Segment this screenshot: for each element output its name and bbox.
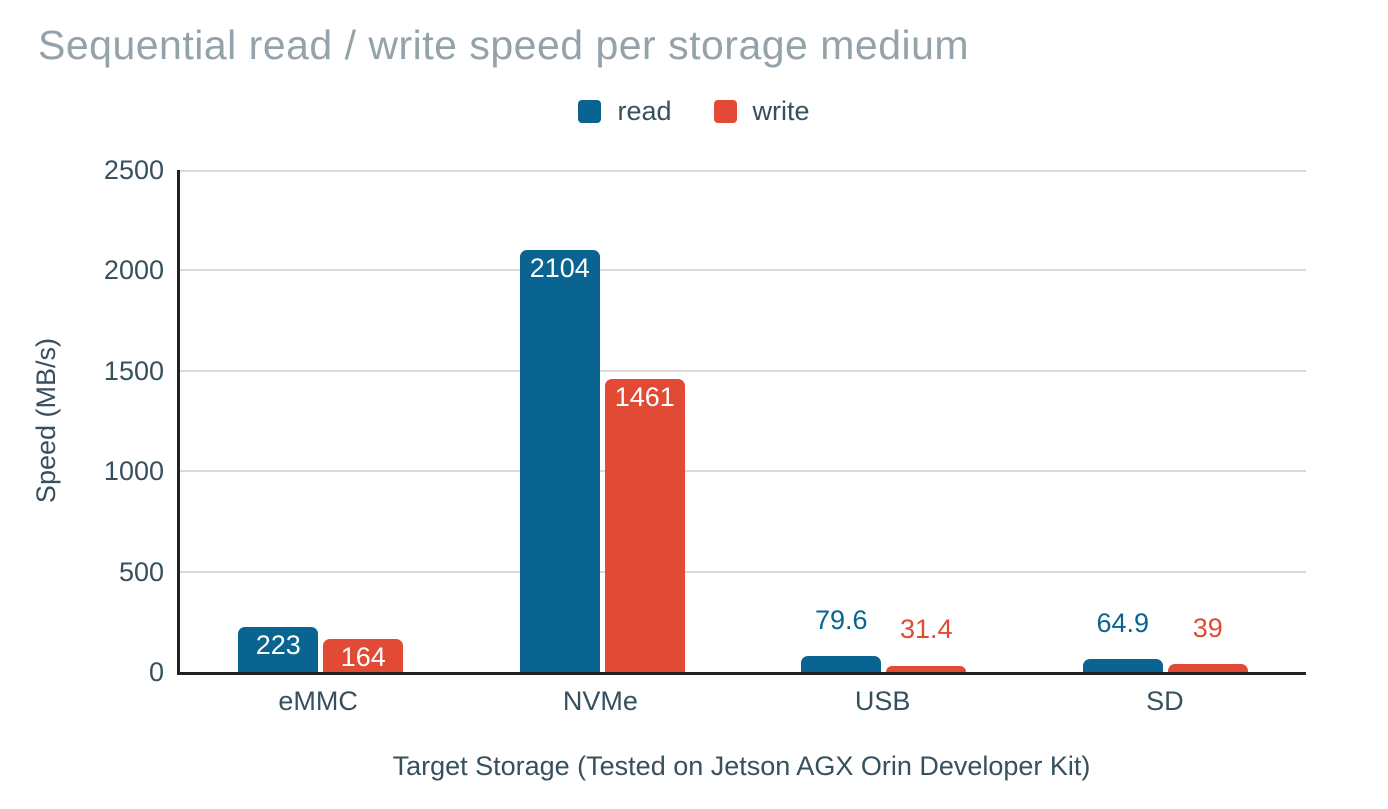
y-tick-label-500: 500 xyxy=(118,556,164,587)
gridline-1000 xyxy=(180,470,1306,473)
bar-read-nvme: 2104 xyxy=(519,249,600,672)
bar-value-label-write-emmc: 164 xyxy=(340,642,386,673)
category-column-emmc: 223 164 xyxy=(180,170,462,672)
y-axis-ticks: 0 500 1000 1500 2000 2500 xyxy=(0,155,164,687)
gridline-2000 xyxy=(180,269,1306,272)
gridline-2500 xyxy=(180,170,1306,172)
legend-label-read: read xyxy=(617,96,672,126)
category-column-nvme: 2104 1461 xyxy=(462,170,744,672)
category-label-usb: USB xyxy=(854,686,911,716)
bar-write-emmc: 164 xyxy=(323,639,404,673)
legend: read write xyxy=(0,96,1388,127)
legend-item-write: write xyxy=(713,96,810,127)
category-label-nvme: NVMe xyxy=(562,686,638,716)
bar-value-label-read-nvme: 2104 xyxy=(529,252,590,283)
legend-item-read: read xyxy=(578,96,672,127)
bar-write-usb: 31.4 xyxy=(886,615,967,672)
bar-read-emmc: 223 xyxy=(238,627,319,672)
y-tick-label-0: 0 xyxy=(148,657,164,687)
bar-value-label-write-nvme: 1461 xyxy=(614,381,675,412)
bar-value-label-write-sd: 39 xyxy=(1192,612,1223,643)
legend-swatch-read xyxy=(578,100,602,123)
x-axis-title: Target Storage (Tested on Jetson AGX Ori… xyxy=(392,751,1091,781)
x-axis-category-labels: eMMC NVMe USB SD xyxy=(177,686,1306,717)
bar-groups: 223 164 2104 1461 79.6 31.4 64.9 39 xyxy=(180,170,1306,672)
bar-read-usb: 79.6 xyxy=(801,605,882,672)
y-tick-label-2500: 2500 xyxy=(103,155,164,185)
chart-title: Sequential read / write speed per storag… xyxy=(38,22,970,68)
category-column-usb: 79.6 31.4 xyxy=(743,170,1025,672)
bar-write-sd: 39 xyxy=(1167,614,1248,672)
category-label-sd: SD xyxy=(1146,686,1184,716)
bar-value-label-read-usb: 79.6 xyxy=(814,604,868,635)
gridline-500 xyxy=(180,570,1306,573)
category-column-sd: 64.9 39 xyxy=(1025,170,1307,672)
plot-area: 223 164 2104 1461 79.6 31.4 64.9 39 xyxy=(177,170,1306,675)
gridline-1500 xyxy=(180,369,1306,372)
bar-write-nvme: 1461 xyxy=(604,378,685,672)
bar-read-sd: 64.9 xyxy=(1082,608,1163,672)
legend-swatch-write xyxy=(713,100,737,123)
category-label-emmc: eMMC xyxy=(278,686,358,716)
y-tick-label-2000: 2000 xyxy=(103,255,164,286)
y-tick-label-1000: 1000 xyxy=(103,456,164,487)
y-tick-label-1500: 1500 xyxy=(103,355,164,386)
bar-value-label-read-sd: 64.9 xyxy=(1096,607,1150,638)
legend-label-write: write xyxy=(752,96,810,126)
bar-value-label-read-emmc: 223 xyxy=(255,630,301,661)
bar-value-label-write-usb: 31.4 xyxy=(899,614,953,645)
